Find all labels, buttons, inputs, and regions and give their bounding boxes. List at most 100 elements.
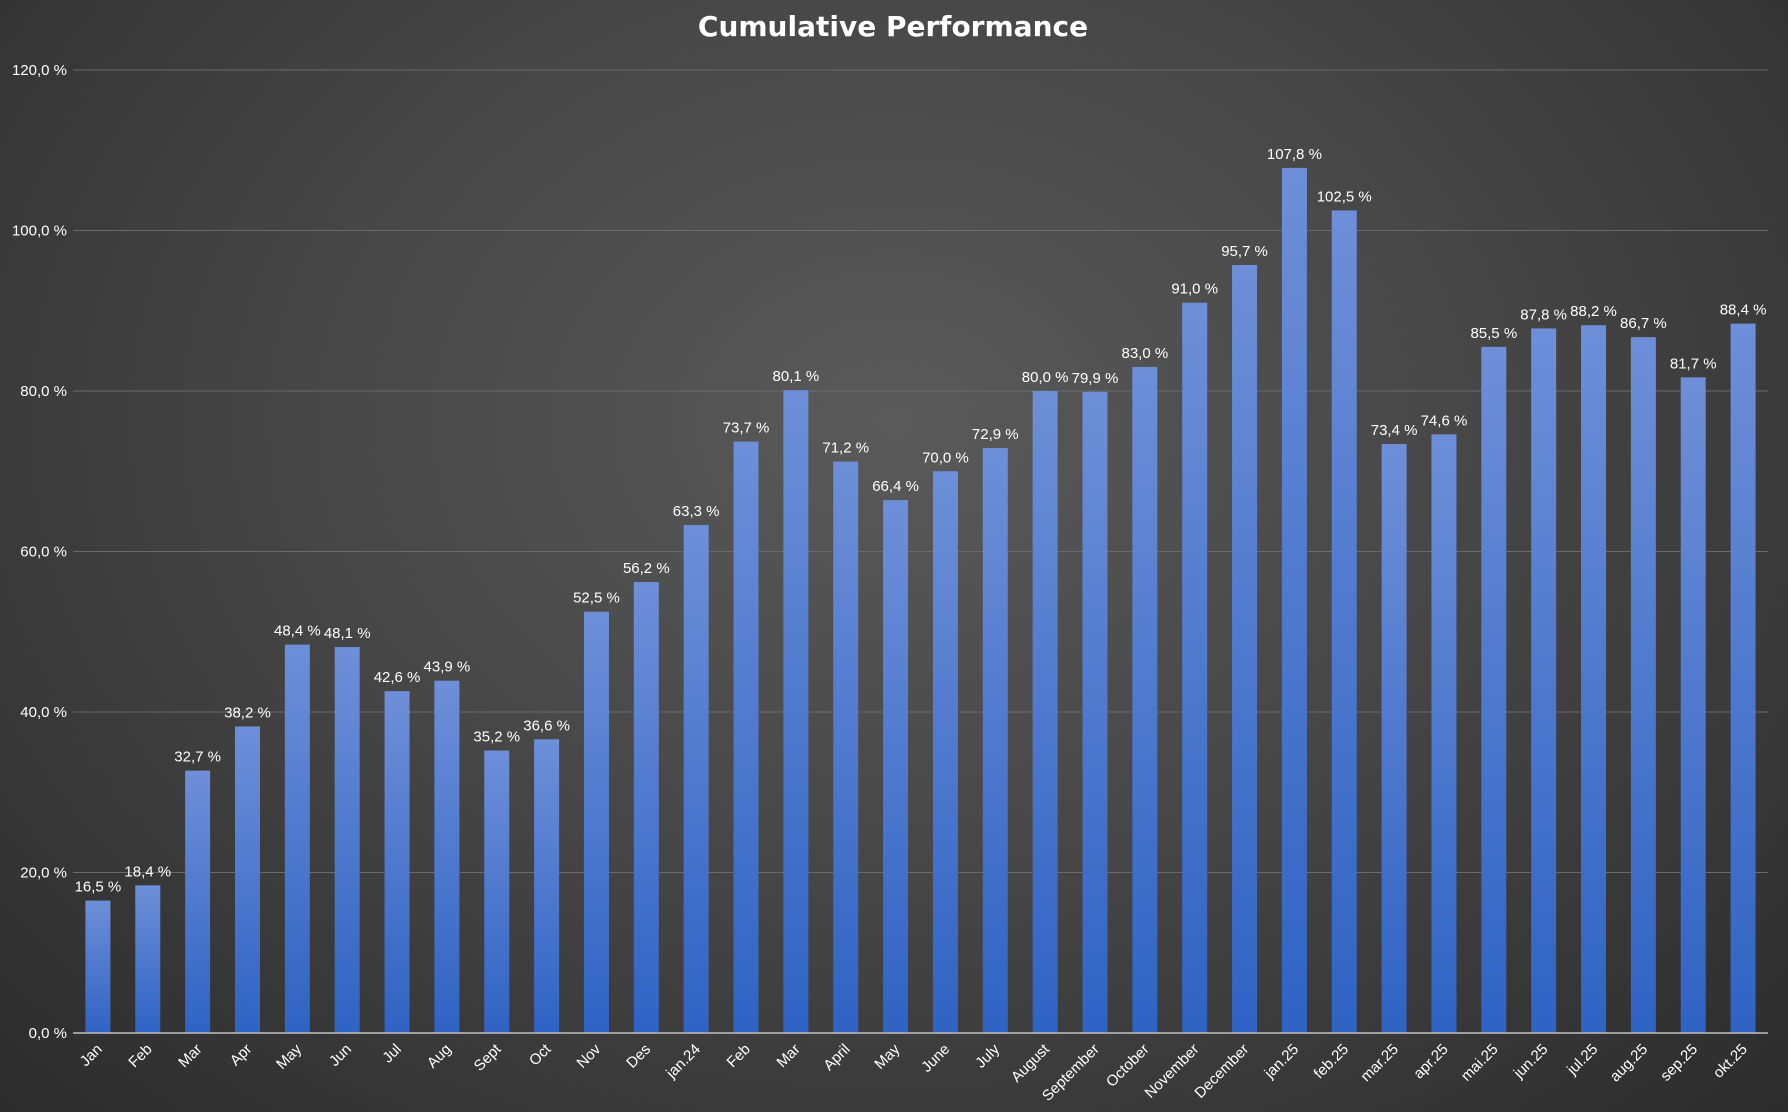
x-tick-label: jan.25 (1261, 1041, 1303, 1083)
bar (833, 461, 859, 1033)
x-tick-label: jan.24 (662, 1041, 704, 1083)
data-label: 70,0 % (922, 449, 969, 466)
x-tick-label: Feb (724, 1041, 754, 1071)
x-tick-label: Jun (326, 1041, 355, 1070)
x-tick-label: Des (623, 1041, 654, 1072)
x-tick-label: sep.25 (1657, 1041, 1701, 1085)
bar (135, 885, 161, 1033)
y-axis-ticks: 0,0 % 20,0 % 40,0 % 60,0 % 80,0 % 100,0 % 120,… (12, 62, 67, 1042)
data-label: 86,7 % (1620, 315, 1667, 332)
data-label: 36,6 % (523, 717, 570, 734)
data-label: 81,7 % (1670, 355, 1717, 372)
x-tick-label: mai.25 (1458, 1041, 1502, 1085)
data-label: 48,1 % (324, 625, 371, 642)
data-label: 83,0 % (1121, 345, 1168, 362)
bar (185, 770, 211, 1033)
x-tick-label: feb.25 (1311, 1041, 1353, 1083)
data-label: 32,7 % (174, 749, 221, 766)
data-label: 79,9 % (1072, 370, 1119, 387)
bar (1481, 346, 1507, 1033)
x-tick-label: Oct (526, 1040, 555, 1069)
bar (1581, 325, 1607, 1033)
bar (484, 750, 510, 1033)
data-label: 43,9 % (424, 659, 471, 676)
bar (1531, 328, 1557, 1033)
data-label: 71,2 % (822, 440, 869, 457)
data-label: 88,4 % (1720, 302, 1767, 319)
data-label: 38,2 % (224, 704, 271, 721)
x-tick-label: Mar (773, 1041, 803, 1071)
data-label: 80,0 % (1022, 369, 1069, 386)
data-label: 52,5 % (573, 590, 620, 607)
data-label: 87,8 % (1520, 306, 1567, 323)
bar (85, 900, 111, 1033)
bar (1032, 391, 1058, 1033)
data-label: 35,2 % (473, 729, 520, 746)
bar (1630, 337, 1656, 1033)
x-tick-label: jul.25 (1563, 1041, 1601, 1079)
gridlines (73, 69, 1768, 873)
x-tick-label: June (918, 1041, 953, 1076)
x-tick-label: Jul (379, 1041, 405, 1067)
x-tick-label: July (972, 1040, 1003, 1071)
bar (683, 525, 709, 1033)
y-tick-label: 60,0 % (20, 544, 67, 561)
x-tick-label: Nov (573, 1040, 604, 1071)
x-tick-label: Sept (471, 1040, 505, 1074)
bar (1331, 210, 1357, 1033)
bar (982, 447, 1008, 1033)
bar (1431, 434, 1457, 1034)
data-label: 48,4 % (274, 623, 321, 640)
bar (1381, 443, 1407, 1034)
x-tick-label: Jan (77, 1041, 106, 1070)
data-label: 42,6 % (374, 669, 421, 686)
data-label: 107,8 % (1267, 146, 1322, 163)
x-tick-label: October (1103, 1041, 1153, 1091)
bar (1730, 323, 1756, 1034)
bar (1281, 167, 1307, 1033)
data-label: 18,4 % (124, 863, 171, 880)
bar (1132, 366, 1158, 1033)
data-label: 72,9 % (972, 426, 1019, 443)
data-label: 73,7 % (723, 420, 770, 437)
data-labels: 16,5 %18,4 % 32,7 % 38,2 % 48,4 % 48,1 % 42,6… (75, 146, 1767, 896)
x-tick-label: okt.25 (1710, 1041, 1751, 1082)
x-tick-label: December (1191, 1041, 1252, 1102)
data-label: 80,1 % (773, 368, 820, 385)
data-label: 73,4 % (1371, 422, 1418, 439)
x-tick-label: August (1008, 1040, 1054, 1086)
data-label: 88,2 % (1570, 303, 1617, 320)
bar (434, 680, 460, 1033)
bar (633, 581, 659, 1033)
x-tick-label: mar.25 (1357, 1041, 1401, 1085)
y-tick-label: 40,0 % (20, 704, 67, 721)
bar (284, 644, 310, 1033)
x-tick-label: May (273, 1040, 305, 1072)
data-label: 91,0 % (1171, 281, 1218, 298)
x-tick-label: Mar (175, 1041, 205, 1071)
bar (733, 441, 759, 1033)
y-tick-label: 100,0 % (12, 223, 67, 240)
bar (1182, 302, 1208, 1034)
x-tick-label: Apr (227, 1041, 256, 1070)
chart-title: Cumulative Performance (698, 10, 1088, 43)
x-tick-label: aug.25 (1607, 1041, 1651, 1085)
y-tick-label: 80,0 % (20, 383, 67, 400)
y-tick-label: 20,0 % (20, 865, 67, 882)
data-label: 66,4 % (872, 478, 919, 495)
bar (932, 471, 958, 1033)
bar (1680, 377, 1706, 1033)
x-axis-ticks: Jan Feb Mar Apr May Jun Jul Aug Sept Oct Nov Des jan… (77, 1040, 1751, 1104)
x-tick-label: Feb (125, 1041, 155, 1071)
bar (234, 726, 260, 1033)
data-label: 56,2 % (623, 560, 670, 577)
bar (1082, 391, 1108, 1033)
bar (883, 500, 909, 1033)
data-label: 74,6 % (1421, 412, 1468, 429)
bar (334, 646, 360, 1033)
bar (384, 691, 410, 1033)
bar (583, 611, 609, 1033)
y-tick-label: 0,0 % (29, 1025, 67, 1042)
bar (1232, 265, 1258, 1033)
